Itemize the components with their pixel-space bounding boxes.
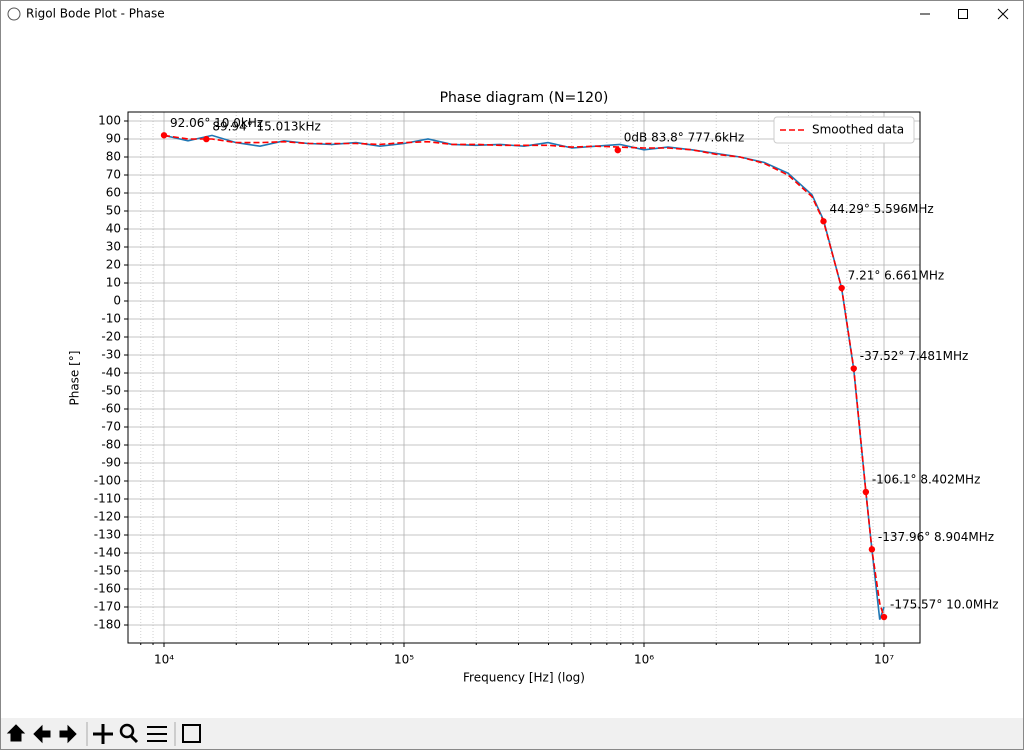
legend-label: Smoothed data: [812, 123, 904, 137]
zoom-button[interactable]: [119, 723, 139, 744]
y-tick-label: -120: [94, 510, 121, 524]
y-tick-label: -170: [94, 600, 121, 614]
y-tick-label: -40: [101, 366, 121, 380]
y-tick-label: -30: [101, 348, 121, 362]
y-tick-label: -10: [101, 312, 121, 326]
annotation: -106.1° 8.402MHz: [872, 472, 981, 486]
y-tick-label: -90: [101, 456, 121, 470]
y-tick-label: 0: [113, 294, 121, 308]
y-tick-label: -140: [94, 546, 121, 560]
y-tick-label: 30: [106, 240, 121, 254]
annotation: 0dB 83.8° 777.6kHz: [624, 131, 744, 145]
chart-title: Phase diagram (N=120): [440, 90, 609, 106]
y-tick-label: -110: [94, 492, 121, 506]
annotation: 89.94° 15.013kHz: [212, 120, 320, 134]
marker: [862, 488, 870, 496]
annotation: -37.52° 7.481MHz: [860, 349, 969, 363]
y-tick-label: -150: [94, 564, 121, 578]
y-tick-label: 10: [106, 276, 121, 290]
y-tick-label: -100: [94, 474, 121, 488]
marker: [160, 132, 168, 139]
marker: [820, 218, 827, 225]
close-button[interactable]: [997, 8, 1009, 20]
annotation: 7.21° 6.661MHz: [848, 269, 945, 283]
marker: [850, 365, 857, 372]
window-title: Rigol Bode Plot - Phase: [26, 7, 165, 21]
x-tick-label: 10⁷: [874, 653, 894, 667]
home-button[interactable]: [6, 724, 26, 742]
annotation: -175.57° 10.0MHz: [890, 598, 999, 612]
y-tick-label: 90: [106, 132, 121, 146]
y-tick-label: -160: [94, 582, 121, 596]
y-axis-label: Phase [°]: [68, 350, 82, 405]
marker: [614, 146, 621, 154]
x-tick-label: 10⁵: [394, 653, 414, 667]
x-axis-label: Frequency [Hz] (log): [463, 671, 585, 685]
y-tick-label: 40: [106, 222, 121, 236]
save-button[interactable]: [182, 724, 201, 743]
x-tick-label: 10⁴: [154, 653, 174, 667]
y-tick-label: -180: [94, 618, 121, 632]
y-tick-label: 70: [106, 168, 121, 182]
y-tick-label: 20: [106, 258, 121, 272]
marker: [880, 613, 888, 621]
y-tick-label: -50: [101, 384, 121, 398]
y-tick-label: 80: [106, 150, 121, 164]
y-tick-label: -60: [101, 402, 121, 416]
toolbar: [1, 718, 1023, 749]
app-icon: [7, 7, 21, 21]
y-tick-label: 100: [98, 114, 121, 128]
y-tick-label: -70: [101, 420, 121, 434]
annotation: -137.96° 8.904MHz: [878, 530, 994, 544]
annotation: 92.06° 10.0kHz: [170, 116, 263, 130]
legend-box: [773, 116, 915, 144]
back-button[interactable]: [33, 724, 51, 744]
marker: [203, 135, 210, 143]
configure-button[interactable]: [147, 726, 167, 742]
y-tick-label: 50: [106, 204, 121, 218]
y-tick-label: 60: [106, 186, 121, 200]
y-tick-label: -80: [101, 438, 121, 452]
marker: [838, 284, 845, 292]
pan-button[interactable]: [93, 724, 113, 744]
forward-button[interactable]: [59, 724, 77, 744]
data-line: [163, 134, 885, 618]
x-tick-label: 10⁶: [634, 653, 654, 667]
plot-frame: [127, 111, 921, 644]
y-tick-label: -20: [101, 330, 121, 344]
marker: [868, 546, 876, 553]
maximize-button[interactable]: [958, 9, 968, 19]
annotation: 44.29° 5.596MHz: [829, 202, 933, 216]
y-tick-label: -130: [94, 528, 121, 542]
